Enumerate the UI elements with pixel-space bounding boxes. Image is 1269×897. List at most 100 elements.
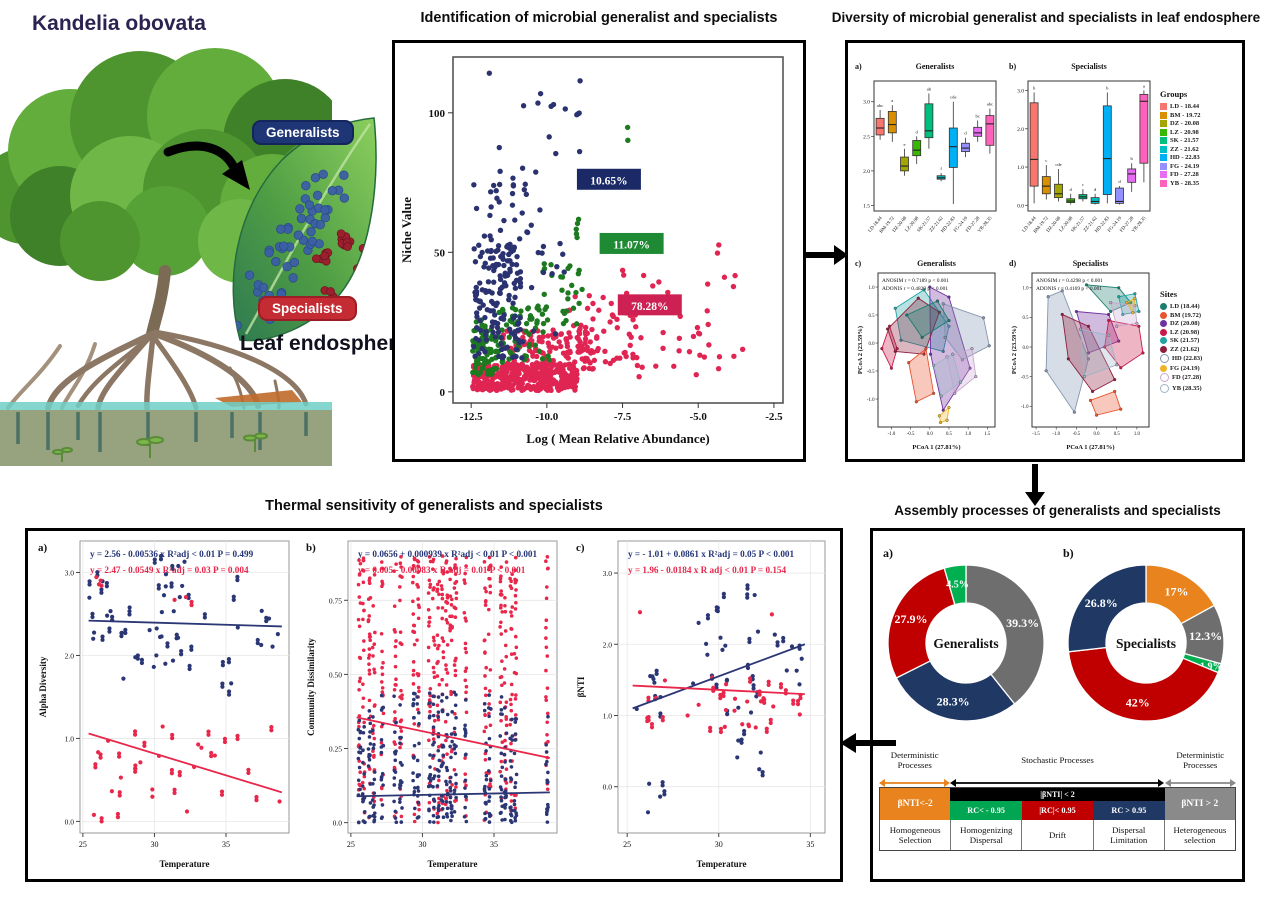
svg-text:0.5: 0.5: [1023, 316, 1030, 321]
svg-text:cde: cde: [1055, 162, 1061, 167]
rc-lt-neg095-cell: RC< - 0.95: [950, 801, 1022, 820]
svg-text:y = 0.605 - 0.00983 x R a: y = 0.605 - 0.00983 x R adj = 0.01 P < 0…: [358, 565, 526, 575]
niche-scatter-chart: -12.5 -10.0 -7.5 -5.0 -2.5 0 50 100 Log ( Mean R…: [399, 56, 784, 446]
legend-item: LZ (20.98): [1160, 328, 1202, 336]
svg-text:Niche Value: Niche Value: [399, 197, 414, 263]
svg-text:10.65%: 10.65%: [590, 175, 627, 187]
svg-text:ab: ab: [927, 86, 932, 91]
water-line: [0, 402, 332, 413]
homogeneous-selection-cell: Homogeneous Selection: [880, 820, 952, 850]
svg-text:Temperature: Temperature: [160, 859, 210, 869]
svg-text:27.9%: 27.9%: [895, 612, 928, 626]
svg-text:Temperature: Temperature: [697, 859, 747, 869]
flow-arrow-down-icon: [1025, 464, 1045, 506]
svg-text:-5.0: -5.0: [690, 411, 708, 423]
svg-text:Generalists: Generalists: [917, 259, 956, 268]
svg-text:1.0: 1.0: [65, 734, 75, 743]
svg-text:Alpha Diversity: Alpha Diversity: [38, 656, 48, 717]
svg-text:a: a: [1143, 84, 1145, 89]
svg-text:4.5%: 4.5%: [946, 580, 969, 591]
svg-text:f: f: [940, 166, 942, 171]
svg-text:y = 1.96 - 0.0184 x R a: y = 1.96 - 0.0184 x R adj < 0.01 P = 0.1…: [628, 565, 787, 575]
leaf-endosphere-caption: Leaf endosphere: [240, 332, 409, 355]
svg-text:35: 35: [222, 840, 230, 849]
svg-text:d: d: [964, 131, 967, 136]
svg-text:0.0: 0.0: [333, 819, 343, 828]
svg-text:y = 2.56 - 0.00536 x R²ad: y = 2.56 - 0.00536 x R²adj < 0.01 P = 0.…: [90, 549, 254, 559]
legend-item: LZ - 20.98: [1160, 128, 1201, 136]
svg-text:βNTI: βNTI: [576, 676, 586, 697]
flow-arrow-left-icon: [840, 733, 896, 753]
svg-text:-1.0: -1.0: [1021, 405, 1029, 410]
legend-item: FG - 24.19: [1160, 162, 1201, 170]
deterministic-arrow-left-icon: [879, 775, 950, 787]
svg-text:Log ( Mean Relative Abundance): Log ( Mean Relative Abundance): [526, 431, 709, 446]
seedlings: [52, 432, 268, 462]
svg-text:PCoA 1 (27.81%): PCoA 1 (27.81%): [912, 444, 960, 451]
svg-text:0.0: 0.0: [1094, 432, 1101, 437]
legend-item: YB (28.35): [1160, 383, 1202, 393]
svg-text:0.25: 0.25: [329, 745, 342, 754]
svg-text:25: 25: [623, 840, 631, 849]
svg-text:-1.0: -1.0: [1052, 432, 1060, 437]
svg-text:-0.5: -0.5: [867, 370, 875, 375]
svg-text:d: d: [1094, 187, 1097, 192]
groups-legend-items: LD - 18.44 BM - 19.72 DZ - 20.08 LZ - 20.98…: [1160, 103, 1201, 187]
svg-text:1.0: 1.0: [603, 711, 613, 720]
svg-text:1.0: 1.0: [1134, 432, 1141, 437]
abs-bnti-lt-2-cell: |βNTI| < 2: [950, 788, 1165, 801]
svg-text:0.0: 0.0: [1017, 203, 1024, 209]
species-title: Kandelia obovata: [32, 12, 206, 35]
svg-text:26.8%: 26.8%: [1085, 596, 1118, 610]
svg-text:0.50: 0.50: [329, 670, 342, 679]
svg-text:-1.0: -1.0: [867, 398, 875, 403]
heterogeneous-selection-cell: Heterogeneous selection: [1164, 820, 1236, 850]
svg-text:0.0: 0.0: [603, 783, 613, 792]
svg-text:a): a): [883, 546, 893, 560]
legend-item: FD - 27.28: [1160, 171, 1201, 178]
dispersal-limitation-cell: Dispersal Limitation: [1093, 820, 1165, 850]
svg-text:-12.5: -12.5: [460, 411, 483, 423]
identification-title: Identification of microbial generalist a…: [420, 10, 778, 26]
svg-text:d: d: [1118, 179, 1121, 184]
svg-text:28.3%: 28.3%: [937, 695, 970, 709]
diversity-panel: a) Generalists 1.5 2.0 2.5 3.0 abc LD-18.44 a BM-…: [845, 40, 1245, 462]
legend-item: BM (19.72): [1160, 311, 1202, 319]
generalists-donut-chart: a) 39.3% 28.3% 27.9% 4.5% Generalists: [883, 546, 1045, 722]
svg-text:3.0: 3.0: [1017, 89, 1024, 95]
stochastic-arrow-icon: [950, 775, 1165, 787]
legend-item: HD (22.83): [1160, 354, 1202, 363]
svg-text:3.0: 3.0: [603, 569, 613, 578]
svg-text:50: 50: [434, 247, 446, 259]
svg-text:25: 25: [347, 840, 355, 849]
svg-text:35: 35: [490, 840, 498, 849]
thermal-title: Thermal sensitivity of generalists and s…: [265, 498, 603, 514]
svg-text:PCoA 2 (23.59%): PCoA 2 (23.59%): [1011, 326, 1018, 374]
svg-text:y = 2.47 - 0.0549 x R²adj: y = 2.47 - 0.0549 x R²adj = 0.03 P = 0.0…: [90, 565, 249, 575]
legend-item: YB - 28.35: [1160, 179, 1201, 187]
legend-item: LD - 18.44: [1160, 103, 1201, 110]
svg-text:d): d): [1009, 259, 1016, 268]
community-dissimilarity-chart: 25 30 35 0.0 0.25 0.50 0.75 Temperature Communit…: [306, 540, 558, 869]
svg-text:2.0: 2.0: [65, 651, 75, 660]
deterministic-arrow-right-icon: [1164, 775, 1236, 787]
thermal-panel: 25 30 35 0.0 1.0 2.0 3.0 Temperature Alpha Diver…: [25, 528, 843, 882]
svg-text:12.3%: 12.3%: [1189, 629, 1222, 643]
bnti-gt-2-cell: βNTI > 2: [1164, 788, 1235, 820]
svg-text:-10.0: -10.0: [535, 411, 558, 423]
legend-item: LD (18.44): [1160, 303, 1202, 310]
legend-item: HD - 22.83: [1160, 154, 1201, 161]
svg-text:-0.5: -0.5: [907, 432, 915, 437]
svg-text:b: b: [1106, 85, 1109, 90]
svg-text:2.0: 2.0: [1017, 127, 1024, 133]
assembly-panel: a) 39.3% 28.3% 27.9% 4.5% Generalists b) 17% 12…: [870, 528, 1245, 882]
svg-text:ANOSIM r = 0.7189 p < 0.00: ANOSIM r = 0.7189 p < 0.001: [882, 278, 949, 284]
legend-item: ZZ (21.62): [1160, 345, 1202, 353]
svg-text:42%: 42%: [1126, 695, 1150, 709]
svg-text:Specialists: Specialists: [1116, 636, 1176, 651]
svg-text:ANOSIM r = 0.4298 p < 0.00: ANOSIM r = 0.4298 p < 0.001: [1036, 278, 1103, 284]
specialists-donut-chart: b) 17% 12.3% 1.9% 42% 26.8% Specialists: [1063, 546, 1225, 722]
generalists-label: Generalists: [252, 120, 354, 145]
svg-text:d: d: [1070, 187, 1073, 192]
